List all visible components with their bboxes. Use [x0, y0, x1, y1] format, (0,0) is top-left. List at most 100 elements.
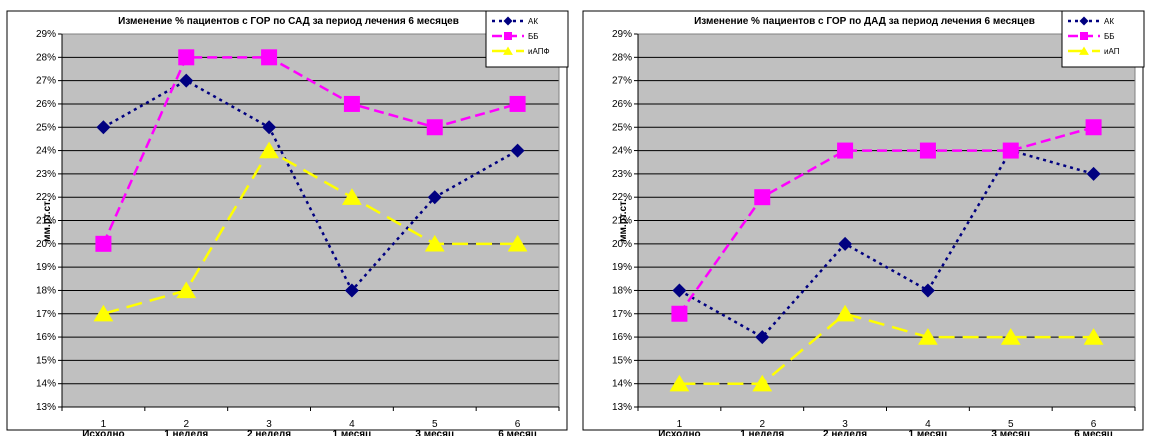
data-point-2: [261, 49, 278, 66]
data-point-2: [837, 142, 854, 159]
data-point-3: [752, 374, 773, 392]
series-line-2: [678, 126, 1094, 315]
data-point-2: [509, 95, 526, 112]
legend-box: [485, 10, 569, 68]
y-tick-label: 29%: [36, 29, 56, 40]
x-category-label: 1 месяц: [333, 429, 373, 436]
x-category-label: 1 неделя: [740, 429, 784, 436]
y-tick-label: 13%: [612, 402, 632, 413]
legend-label: ББ: [528, 32, 539, 41]
legend-label: АК: [1104, 17, 1114, 26]
y-axis-title: мм.рт.ст.: [618, 199, 629, 242]
legend-swatch-marker: [504, 32, 512, 40]
x-tick-label: 3: [842, 419, 848, 430]
legend-swatch-marker: [1079, 46, 1089, 55]
x-tick-label: 1: [677, 419, 683, 430]
y-tick-label: 14%: [612, 379, 632, 390]
y-tick-label: 25%: [612, 122, 632, 133]
x-tick-label: 2: [183, 419, 189, 430]
x-category-label: 2 неделя: [823, 429, 867, 436]
chart-title: Изменение % пациентов с ГОР по САД за пе…: [118, 16, 459, 27]
data-point-1: [838, 236, 853, 251]
y-tick-label: 20%: [612, 239, 632, 250]
series-line-1: [678, 149, 1094, 339]
y-tick-label: 18%: [612, 285, 632, 296]
x-category-label: Исходно: [82, 429, 124, 436]
data-point-1: [179, 73, 194, 88]
y-tick-label: 27%: [36, 76, 56, 87]
y-tick-label: 24%: [612, 146, 632, 157]
data-point-1: [344, 283, 359, 298]
data-point-3: [1083, 328, 1104, 345]
data-point-2: [343, 95, 360, 112]
chart-dad: 13% 14% 15% 16% 17% 18% 19% 20% 21% 22% 23% 24% 25% 2…: [576, 0, 1149, 440]
y-axis-title: мм.рт.ст.: [42, 199, 53, 242]
y-tick-label: 17%: [36, 309, 56, 320]
data-point-2: [919, 142, 936, 159]
data-point-1: [262, 120, 277, 135]
y-tick-label: 23%: [36, 169, 56, 180]
y-tick-label: 21%: [612, 216, 632, 227]
data-point-1: [672, 283, 687, 298]
y-tick-label: 15%: [36, 355, 56, 366]
chart-svg-sad: 13% 14% 15% 16% 17% 18% 19% 20% 21% 22% 23% 24% 25% 2…: [6, 10, 569, 440]
data-point-1: [1086, 166, 1101, 181]
data-point-3: [835, 304, 855, 322]
y-tick-label: 20%: [36, 239, 56, 250]
data-point-2: [1002, 142, 1019, 159]
data-point-2: [178, 49, 195, 66]
data-point-3: [176, 281, 197, 299]
chart-svg-dad: 13% 14% 15% 16% 17% 18% 19% 20% 21% 22% 23% 24% 25% 2…: [582, 10, 1145, 440]
data-point-1: [920, 283, 935, 298]
y-tick-label: 21%: [36, 216, 56, 227]
legend-box: [1061, 10, 1145, 68]
series-line-2: [102, 56, 518, 245]
x-tick-label: 3: [266, 419, 272, 430]
y-tick-label: 16%: [36, 332, 56, 343]
x-category-label: 2 неделя: [247, 429, 291, 436]
x-tick-label: 4: [349, 419, 355, 430]
data-point-3: [1000, 328, 1021, 345]
x-tick-label: 5: [1008, 419, 1014, 430]
data-point-2: [1085, 119, 1102, 136]
x-tick-label: 4: [925, 419, 931, 430]
x-category-label: 6 месяц: [1074, 429, 1114, 436]
legend-label: АК: [528, 17, 538, 26]
chart-title: Изменение % пациентов с ГОР по ДАД за пе…: [694, 16, 1035, 27]
data-point-2: [95, 235, 112, 252]
legend-label: ББ: [1104, 32, 1115, 41]
y-tick-label: 23%: [612, 169, 632, 180]
y-tick-label: 19%: [36, 262, 56, 273]
x-tick-label: 1: [101, 419, 107, 430]
y-tick-label: 19%: [612, 262, 632, 273]
data-point-2: [671, 305, 688, 322]
y-tick-label: 27%: [612, 76, 632, 87]
y-tick-label: 29%: [612, 29, 632, 40]
series-line-3: [679, 312, 1094, 385]
data-point-3: [342, 188, 362, 205]
x-tick-label: 2: [759, 419, 765, 430]
data-point-2: [426, 119, 443, 136]
y-tick-label: 28%: [36, 52, 56, 63]
data-point-3: [259, 141, 279, 159]
y-tick-label: 28%: [612, 52, 632, 63]
x-category-label: 3 месяц: [415, 429, 455, 436]
series-line-3: [103, 148, 518, 315]
y-tick-label: 15%: [612, 355, 632, 366]
y-tick-label: 22%: [36, 192, 56, 203]
y-tick-label: 25%: [36, 122, 56, 133]
x-tick-label: 6: [515, 419, 521, 430]
x-tick-label: 6: [1091, 419, 1097, 430]
legend-label: иАПФ: [528, 47, 550, 56]
data-point-1: [96, 120, 111, 135]
x-category-label: 6 месяц: [498, 429, 538, 436]
x-category-label: 3 месяц: [991, 429, 1031, 436]
y-tick-label: 22%: [612, 192, 632, 203]
x-tick-label: 5: [432, 419, 438, 430]
data-point-3: [93, 304, 114, 322]
chart-sad: 13% 14% 15% 16% 17% 18% 19% 20% 21% 22% 23% 24% 25% 2…: [0, 0, 573, 440]
data-point-2: [754, 189, 771, 206]
data-point-1: [427, 190, 442, 205]
legend-swatch-marker: [503, 46, 513, 55]
y-tick-label: 13%: [36, 402, 56, 413]
